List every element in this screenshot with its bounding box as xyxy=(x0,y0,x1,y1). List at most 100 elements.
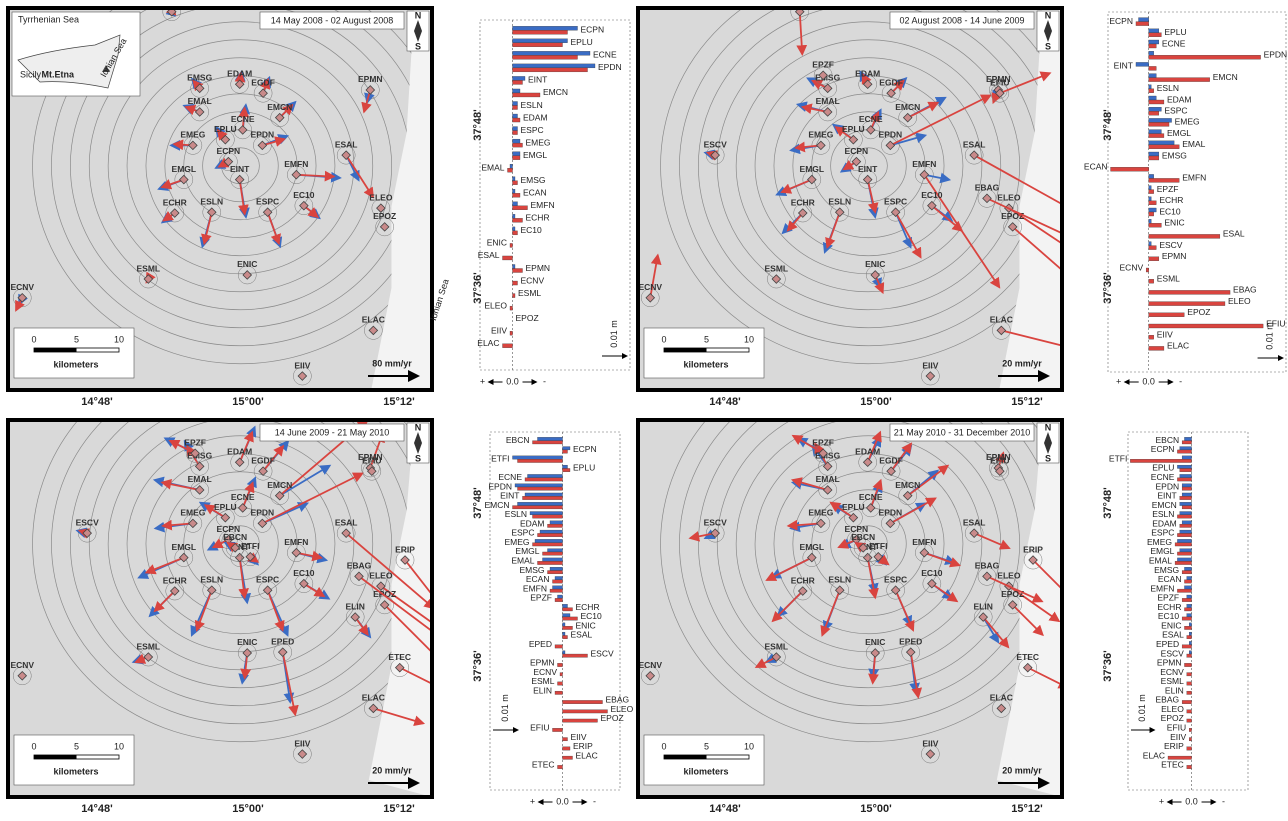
station-label: ESPC xyxy=(256,196,279,206)
station-label: ESCV xyxy=(704,517,727,527)
station-label: ENIC xyxy=(865,637,885,647)
bar-label: EMAL xyxy=(481,162,504,172)
bar-scale-label: 0.01 m xyxy=(609,320,619,348)
bar xyxy=(1149,302,1225,306)
bar xyxy=(535,539,563,542)
station-label: EPLU xyxy=(842,124,865,134)
bar xyxy=(563,608,573,611)
station-label: EFIU xyxy=(990,455,1009,465)
bar-label: ESAL xyxy=(1223,229,1245,239)
bar xyxy=(1149,223,1162,227)
bar-label: EDAM xyxy=(1167,94,1192,104)
bar xyxy=(1187,691,1192,694)
km-label: kilometers xyxy=(53,359,98,369)
lat-label: 37°36' xyxy=(472,272,484,304)
bar xyxy=(1182,484,1191,487)
station-label: EMCN xyxy=(267,102,292,112)
km-tick: 5 xyxy=(74,334,79,344)
bar-label: EMGL xyxy=(1167,128,1191,138)
bar-label: ENIC xyxy=(487,238,507,248)
bar-label: EPOZ xyxy=(516,313,539,323)
km-tick: 10 xyxy=(744,334,754,344)
bar xyxy=(1189,632,1191,635)
station-label: EMCN xyxy=(895,102,920,112)
sign-plus: + xyxy=(480,376,485,386)
station-label: EMCN xyxy=(895,480,920,490)
bar-label: ETFI xyxy=(1109,453,1127,463)
bar xyxy=(1149,201,1157,205)
bar xyxy=(513,139,521,143)
lat-label: 37°36' xyxy=(472,650,484,682)
bar xyxy=(1149,145,1180,149)
bar xyxy=(1177,515,1191,518)
bar xyxy=(1149,234,1220,238)
station-label: ECNE xyxy=(859,114,883,124)
bar xyxy=(1149,156,1159,160)
bar xyxy=(1184,626,1191,629)
station-label: EBAG xyxy=(347,561,372,571)
bar-label: EMGL xyxy=(523,150,547,160)
bar xyxy=(1187,682,1192,685)
km-tick: 0 xyxy=(31,741,36,751)
bar-label: EIIV xyxy=(1157,329,1173,339)
bar xyxy=(503,344,513,348)
station-label: ESML xyxy=(765,263,789,273)
bar xyxy=(1149,134,1164,138)
bar-label: EPLU xyxy=(571,37,593,47)
velocity-scale-label: 20 mm/yr xyxy=(1002,765,1042,775)
station-label: EMFN xyxy=(284,537,308,547)
bar xyxy=(1149,346,1164,350)
bar xyxy=(1149,219,1152,223)
station-label: ECNV xyxy=(10,660,34,670)
bar xyxy=(1187,614,1192,617)
sign-plus: + xyxy=(1116,376,1121,386)
bar xyxy=(550,521,563,524)
sign-minus: - xyxy=(593,796,596,806)
station-label: ECHR xyxy=(791,575,815,585)
bar xyxy=(1177,589,1191,592)
bar xyxy=(1182,493,1191,496)
bar xyxy=(1182,521,1191,524)
station-label: ESAL xyxy=(335,139,358,149)
inset-label: Sicily xyxy=(20,69,42,79)
bar-label: ESAL xyxy=(571,630,593,640)
bar-label: ESCV xyxy=(591,648,614,658)
bar xyxy=(1149,279,1154,283)
lat-label: 37°48' xyxy=(1102,487,1114,519)
bar-label: EFIU xyxy=(530,723,549,733)
station-label: ELEO xyxy=(997,192,1021,202)
bar xyxy=(1180,530,1192,533)
bar xyxy=(513,193,521,197)
station-label: EIIV xyxy=(294,738,310,748)
bar-label: EINT xyxy=(528,75,547,85)
lon-label: 14°48' xyxy=(81,803,113,815)
bar-label: ECPN xyxy=(581,25,605,35)
station-label: EMEG xyxy=(180,508,205,518)
station-label: ESPC xyxy=(256,574,279,584)
bar xyxy=(513,214,516,218)
lon-label: 15°00' xyxy=(860,396,892,408)
bar xyxy=(553,580,563,583)
station-label: EMGL xyxy=(800,164,825,174)
bar xyxy=(1149,40,1159,44)
bar xyxy=(513,76,526,80)
bar xyxy=(513,80,523,84)
bar-tick-label: 0.0 xyxy=(506,376,519,386)
bar xyxy=(1177,539,1191,542)
station-label: EIIV xyxy=(294,360,310,370)
bar xyxy=(1149,89,1154,93)
bar xyxy=(563,756,573,759)
bar xyxy=(510,243,513,247)
bar xyxy=(563,623,566,626)
panel-title: 14 June 2009 - 21 May 2010 xyxy=(275,427,390,437)
bar xyxy=(1180,468,1192,471)
station-label: ESML xyxy=(137,641,161,651)
station-label: EBAG xyxy=(975,183,1000,193)
panel-title: 02 August 2008 - 14 June 2009 xyxy=(899,15,1024,25)
bar xyxy=(513,227,516,231)
bar-label: ESLN xyxy=(1157,83,1179,93)
bar xyxy=(1182,571,1191,574)
station-label: EPOZ xyxy=(1001,589,1024,599)
bar-label: EFIU xyxy=(1266,318,1285,328)
bar xyxy=(525,478,563,481)
